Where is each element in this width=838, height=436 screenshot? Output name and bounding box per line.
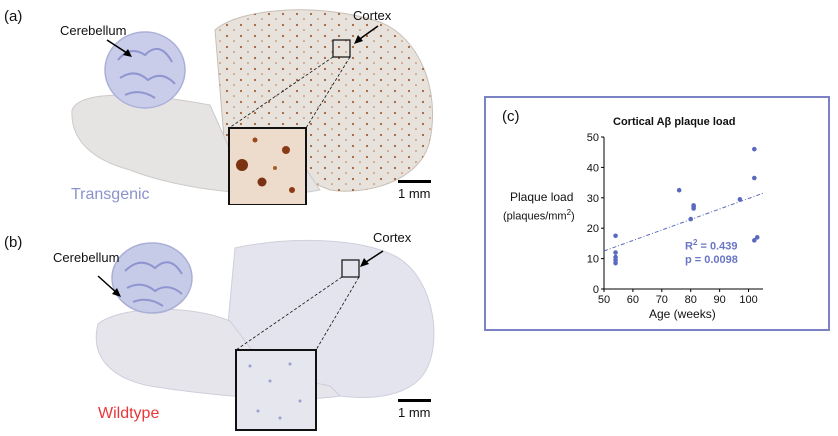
panel-a-scale-bar [398,180,431,183]
scatter-plot: 50 60 70 80 90 100 0 10 20 30 40 50 [587,132,764,305]
x-tick-label: 70 [656,294,668,305]
wildtype-brain-section [95,239,435,431]
y-tick-label: 40 [587,162,599,174]
panel-a-cortex-label: Cortex [353,8,392,23]
data-point [691,206,696,211]
x-tick-label: 90 [714,294,726,305]
transgenic-brain-section [71,9,434,205]
data-point [613,233,618,239]
panel-a-cerebellum-label: Cerebellum [60,23,127,38]
x-tick-label: 60 [627,294,639,305]
panel-b-scale-bar [398,399,431,402]
y-axis-label-line1: Plaque load [510,190,574,204]
panel-c-label: (c) [502,108,520,125]
x-tick-label: 50 [598,294,610,305]
data-point [752,146,757,152]
y-axis-label-base: (plaques/mm [503,210,567,223]
panel-c-frame [484,96,830,331]
stat-r2-base: R [685,240,693,253]
x-tick-label: 100 [739,294,757,305]
panel-b-cortex-label: Cortex [373,230,412,245]
y-tick-label: 30 [587,193,599,205]
data-point [613,250,618,255]
data-point [752,175,757,181]
y-tick-label: 10 [587,254,599,266]
data-point [737,197,743,202]
y-axis-label-line2: (plaques/mm2) [503,208,575,223]
regression-line [603,192,764,252]
x-axis-label: Age (weeks) [649,307,716,321]
stat-p: p = 0.0098 [685,254,738,266]
data-point [613,260,618,266]
panel-b-cerebellum-label: Cerebellum [53,250,120,265]
wildtype-label: Wildtype [98,405,160,422]
y-tick-label: 20 [587,223,599,235]
data-point [752,238,757,243]
stat-r2: R2 = 0.439 [685,238,737,253]
panel-b-label: (b) [4,234,23,251]
y-axis-label-close: ) [571,210,575,223]
stat-r2-sup: 2 [692,238,698,247]
transgenic-label: Transgenic [71,186,150,203]
data-point [676,187,682,193]
y-tick-label: 50 [587,132,599,144]
data-point [754,235,760,240]
chart-title: Cortical Aβ plaque load [613,116,736,128]
panel-a-label: (a) [4,8,23,25]
panel-b-scale-label: 1 mm [398,405,431,420]
data-point [688,216,694,222]
y-axis-label-sup: 2 [566,208,572,217]
y-tick-label: 0 [593,284,599,296]
stat-r2-rest: = 0.439 [697,240,738,253]
panel-a-scale-label: 1 mm [398,186,431,201]
x-tick-label: 80 [685,294,697,305]
